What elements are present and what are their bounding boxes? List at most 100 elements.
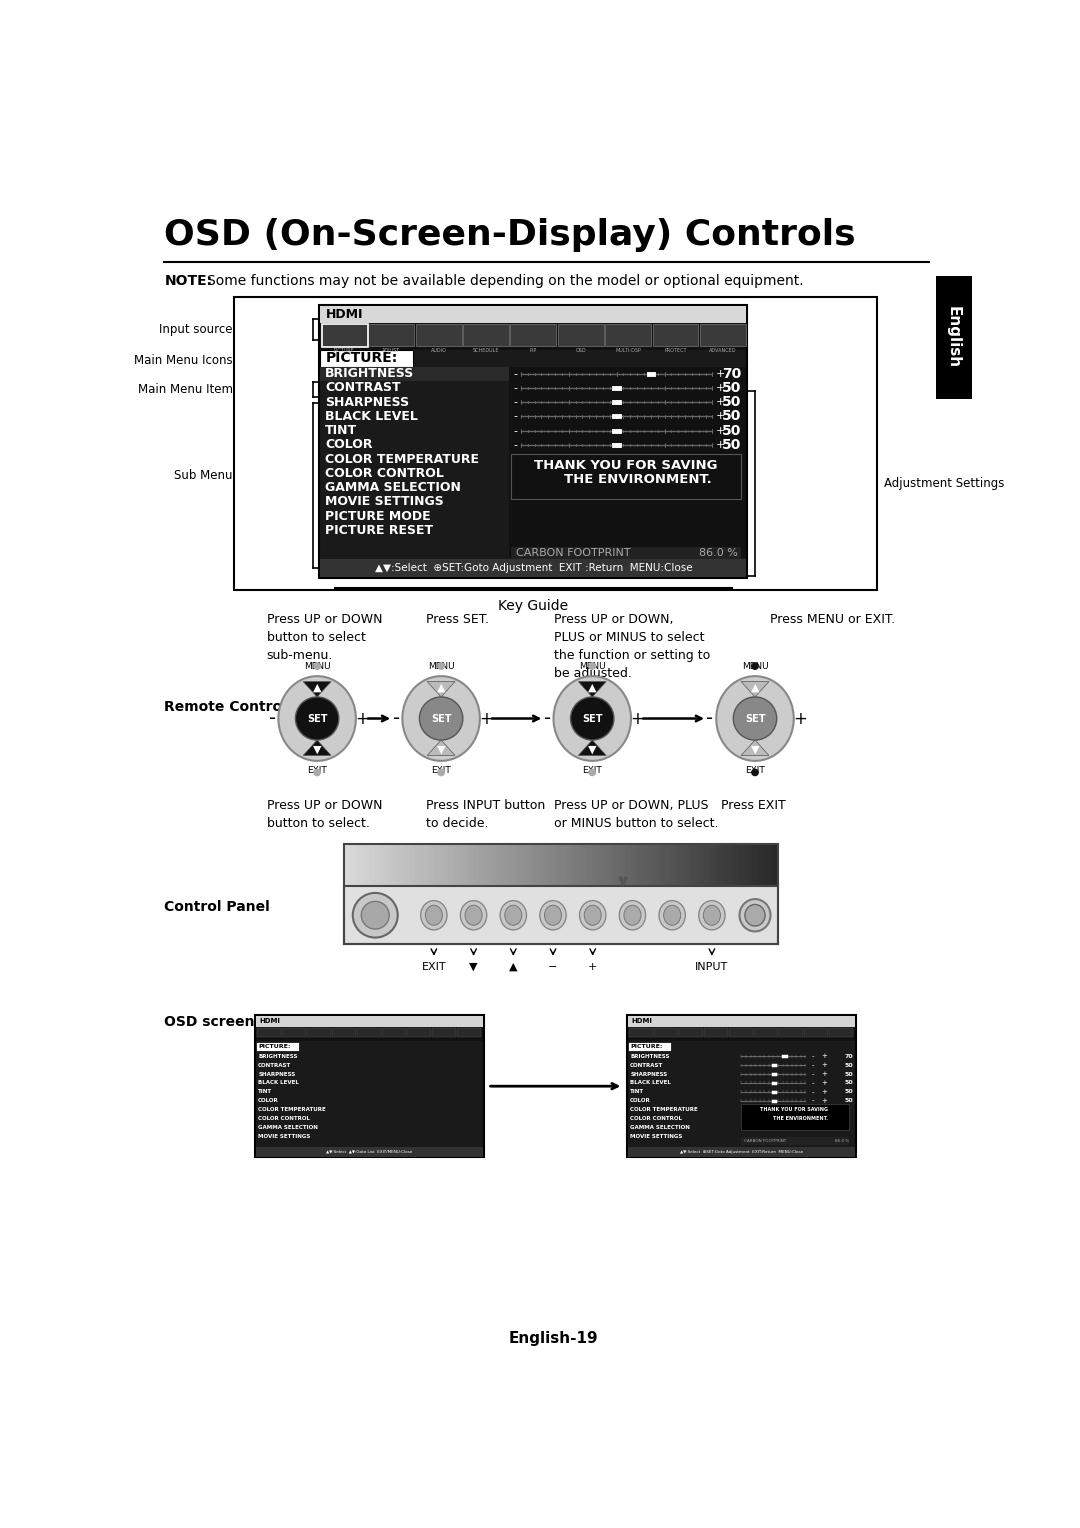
- FancyBboxPatch shape: [544, 843, 549, 886]
- Ellipse shape: [716, 677, 794, 761]
- FancyBboxPatch shape: [496, 843, 500, 886]
- FancyBboxPatch shape: [435, 843, 440, 886]
- Text: +: +: [822, 1062, 827, 1068]
- FancyBboxPatch shape: [726, 843, 730, 886]
- FancyBboxPatch shape: [713, 843, 717, 886]
- Ellipse shape: [504, 905, 522, 926]
- FancyBboxPatch shape: [653, 1028, 678, 1038]
- Text: MENU: MENU: [579, 662, 606, 671]
- Text: GAMMA SELECTION: GAMMA SELECTION: [258, 1125, 319, 1129]
- FancyBboxPatch shape: [592, 843, 596, 886]
- Text: SET: SET: [307, 714, 327, 724]
- Text: COLOR: COLOR: [258, 1099, 279, 1103]
- FancyBboxPatch shape: [357, 843, 362, 886]
- Text: -: -: [812, 1071, 814, 1077]
- Circle shape: [437, 769, 445, 776]
- FancyBboxPatch shape: [407, 1028, 431, 1038]
- Text: CONTRAST: CONTRAST: [325, 382, 401, 394]
- FancyBboxPatch shape: [405, 843, 409, 886]
- FancyBboxPatch shape: [321, 324, 746, 350]
- Text: PICTURE RESET: PICTURE RESET: [325, 524, 433, 536]
- Text: PICTURE:: PICTURE:: [258, 1044, 291, 1050]
- Text: MOVIE SETTINGS: MOVIE SETTINGS: [258, 1134, 311, 1138]
- Text: TINT: TINT: [631, 1089, 645, 1094]
- FancyBboxPatch shape: [504, 843, 509, 886]
- Text: BLACK LEVEL: BLACK LEVEL: [325, 410, 418, 423]
- FancyBboxPatch shape: [345, 843, 349, 886]
- Text: ▼: ▼: [313, 744, 322, 755]
- Text: 50: 50: [721, 423, 741, 437]
- FancyBboxPatch shape: [414, 843, 418, 886]
- FancyBboxPatch shape: [345, 886, 779, 944]
- Text: Some functions may not be available depending on the model or optional equipment: Some functions may not be available depe…: [207, 274, 804, 289]
- FancyBboxPatch shape: [757, 843, 761, 886]
- Text: 50: 50: [845, 1062, 853, 1068]
- FancyBboxPatch shape: [766, 843, 770, 886]
- Text: SET: SET: [582, 714, 603, 724]
- Polygon shape: [578, 740, 606, 755]
- Text: -: -: [513, 397, 517, 408]
- FancyBboxPatch shape: [448, 843, 453, 886]
- FancyBboxPatch shape: [511, 547, 741, 559]
- Text: ▲: ▲: [437, 683, 445, 692]
- Text: HDMI: HDMI: [326, 307, 363, 321]
- Text: PICTURE:: PICTURE:: [631, 1044, 663, 1050]
- FancyBboxPatch shape: [661, 843, 665, 886]
- Text: +: +: [480, 709, 492, 727]
- Text: ▲▼:Select  ▲▼:Goto List  EXIT/MENU:Close: ▲▼:Select ▲▼:Goto List EXIT/MENU:Close: [326, 1149, 413, 1154]
- Ellipse shape: [460, 900, 487, 931]
- Text: THE ENVIRONMENT.: THE ENVIRONMENT.: [564, 474, 712, 486]
- Text: MENU: MENU: [428, 662, 455, 671]
- Text: BRIGHTNESS: BRIGHTNESS: [325, 367, 414, 380]
- FancyBboxPatch shape: [579, 843, 583, 886]
- FancyBboxPatch shape: [670, 843, 674, 886]
- FancyBboxPatch shape: [644, 843, 648, 886]
- FancyBboxPatch shape: [453, 843, 457, 886]
- Text: NOTE:: NOTE:: [164, 274, 213, 289]
- Text: MENU: MENU: [303, 662, 330, 671]
- Text: +: +: [822, 1080, 827, 1086]
- FancyBboxPatch shape: [523, 843, 527, 886]
- FancyBboxPatch shape: [416, 324, 461, 345]
- FancyBboxPatch shape: [631, 843, 635, 886]
- Ellipse shape: [703, 905, 720, 926]
- FancyBboxPatch shape: [805, 1028, 828, 1038]
- Text: -: -: [513, 440, 517, 449]
- Text: SHARPNESS: SHARPNESS: [258, 1071, 296, 1077]
- FancyBboxPatch shape: [730, 843, 734, 886]
- Text: MOVIE SETTINGS: MOVIE SETTINGS: [631, 1134, 683, 1138]
- FancyBboxPatch shape: [396, 843, 401, 886]
- Text: SHARPNESS: SHARPNESS: [325, 396, 409, 408]
- Text: EXIT: EXIT: [421, 961, 446, 972]
- Text: -: -: [812, 1097, 814, 1103]
- Text: Main Menu Item: Main Menu Item: [137, 384, 232, 396]
- FancyBboxPatch shape: [511, 454, 741, 500]
- Text: +: +: [716, 384, 726, 393]
- Ellipse shape: [279, 677, 356, 761]
- Text: Press UP or DOWN
button to select
sub-menu.: Press UP or DOWN button to select sub-me…: [267, 613, 382, 662]
- FancyBboxPatch shape: [761, 843, 766, 886]
- FancyBboxPatch shape: [500, 843, 504, 886]
- FancyBboxPatch shape: [704, 843, 708, 886]
- FancyBboxPatch shape: [256, 1027, 483, 1041]
- Text: PIP: PIP: [529, 348, 537, 353]
- Text: ▼: ▼: [437, 744, 445, 755]
- Text: -: -: [269, 709, 275, 727]
- Circle shape: [437, 662, 445, 669]
- FancyBboxPatch shape: [511, 324, 556, 345]
- Text: -: -: [513, 411, 517, 422]
- Ellipse shape: [353, 892, 397, 938]
- Text: AUDIO: AUDIO: [431, 348, 446, 353]
- Text: CARBON FOOTPRINT: CARBON FOOTPRINT: [515, 549, 630, 558]
- FancyBboxPatch shape: [639, 843, 644, 886]
- Text: COLOR CONTROL: COLOR CONTROL: [258, 1115, 310, 1122]
- Ellipse shape: [362, 902, 389, 929]
- Text: SHARPNESS: SHARPNESS: [631, 1071, 667, 1077]
- Text: Input source: Input source: [159, 322, 232, 336]
- Text: COLOR CONTROL: COLOR CONTROL: [631, 1115, 683, 1122]
- Text: HDMI: HDMI: [259, 1018, 280, 1024]
- FancyBboxPatch shape: [708, 843, 713, 886]
- FancyBboxPatch shape: [774, 843, 779, 886]
- FancyBboxPatch shape: [700, 843, 704, 886]
- Text: ▼: ▼: [751, 744, 759, 755]
